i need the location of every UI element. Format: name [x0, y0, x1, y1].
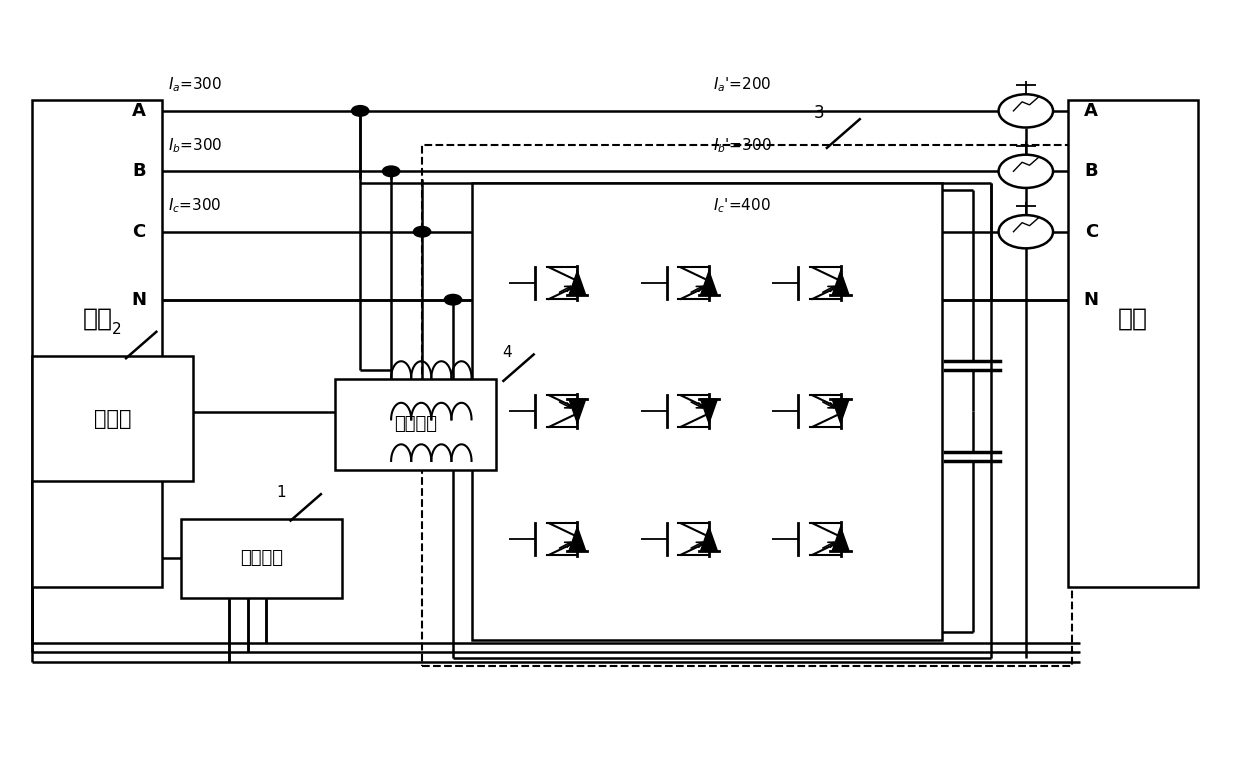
Polygon shape	[832, 527, 849, 551]
Text: C: C	[133, 223, 145, 241]
Circle shape	[351, 105, 368, 116]
Text: N: N	[131, 291, 146, 309]
Bar	[32, 99, 162, 587]
Polygon shape	[569, 527, 585, 551]
Bar	[181, 518, 342, 598]
Circle shape	[444, 294, 461, 305]
Polygon shape	[569, 271, 585, 295]
Text: C: C	[1085, 223, 1097, 241]
Circle shape	[998, 155, 1053, 188]
Text: $I_a$=300: $I_a$=300	[169, 76, 223, 94]
Text: 电网: 电网	[82, 307, 113, 330]
Bar	[336, 379, 496, 470]
Text: 负载: 负载	[1117, 307, 1148, 330]
Text: $I_b$=300: $I_b$=300	[169, 136, 223, 155]
Polygon shape	[701, 399, 718, 423]
Text: $I_a$'=200: $I_a$'=200	[713, 76, 771, 94]
Text: A: A	[1084, 102, 1099, 120]
Text: B: B	[1085, 162, 1099, 180]
Bar	[471, 183, 941, 640]
Text: B: B	[131, 162, 145, 180]
Circle shape	[998, 94, 1053, 127]
Text: 4: 4	[502, 345, 512, 360]
Text: $I_b$'=300: $I_b$'=300	[713, 136, 771, 155]
Text: 驱动模块: 驱动模块	[394, 415, 438, 434]
Circle shape	[413, 227, 430, 237]
Polygon shape	[701, 271, 718, 295]
Text: $I_c$=300: $I_c$=300	[169, 196, 222, 215]
Polygon shape	[569, 399, 585, 423]
Polygon shape	[701, 527, 718, 551]
Text: N: N	[1084, 291, 1099, 309]
Polygon shape	[832, 399, 849, 423]
Text: $I_c$'=400: $I_c$'=400	[713, 196, 770, 215]
Text: A: A	[131, 102, 146, 120]
Circle shape	[998, 215, 1053, 249]
Text: 1: 1	[277, 485, 285, 500]
Polygon shape	[832, 271, 849, 295]
Bar	[422, 145, 1071, 666]
Text: 控制器: 控制器	[94, 409, 131, 429]
Text: 3: 3	[813, 104, 823, 122]
Bar	[32, 356, 193, 481]
Text: 获取模块: 获取模块	[239, 550, 283, 568]
Bar	[1068, 99, 1198, 587]
Circle shape	[382, 166, 399, 177]
Text: 2: 2	[112, 322, 122, 337]
